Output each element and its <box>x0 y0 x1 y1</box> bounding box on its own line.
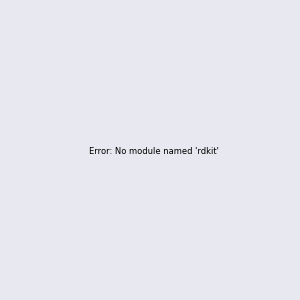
Text: Error: No module named 'rdkit': Error: No module named 'rdkit' <box>89 147 219 156</box>
